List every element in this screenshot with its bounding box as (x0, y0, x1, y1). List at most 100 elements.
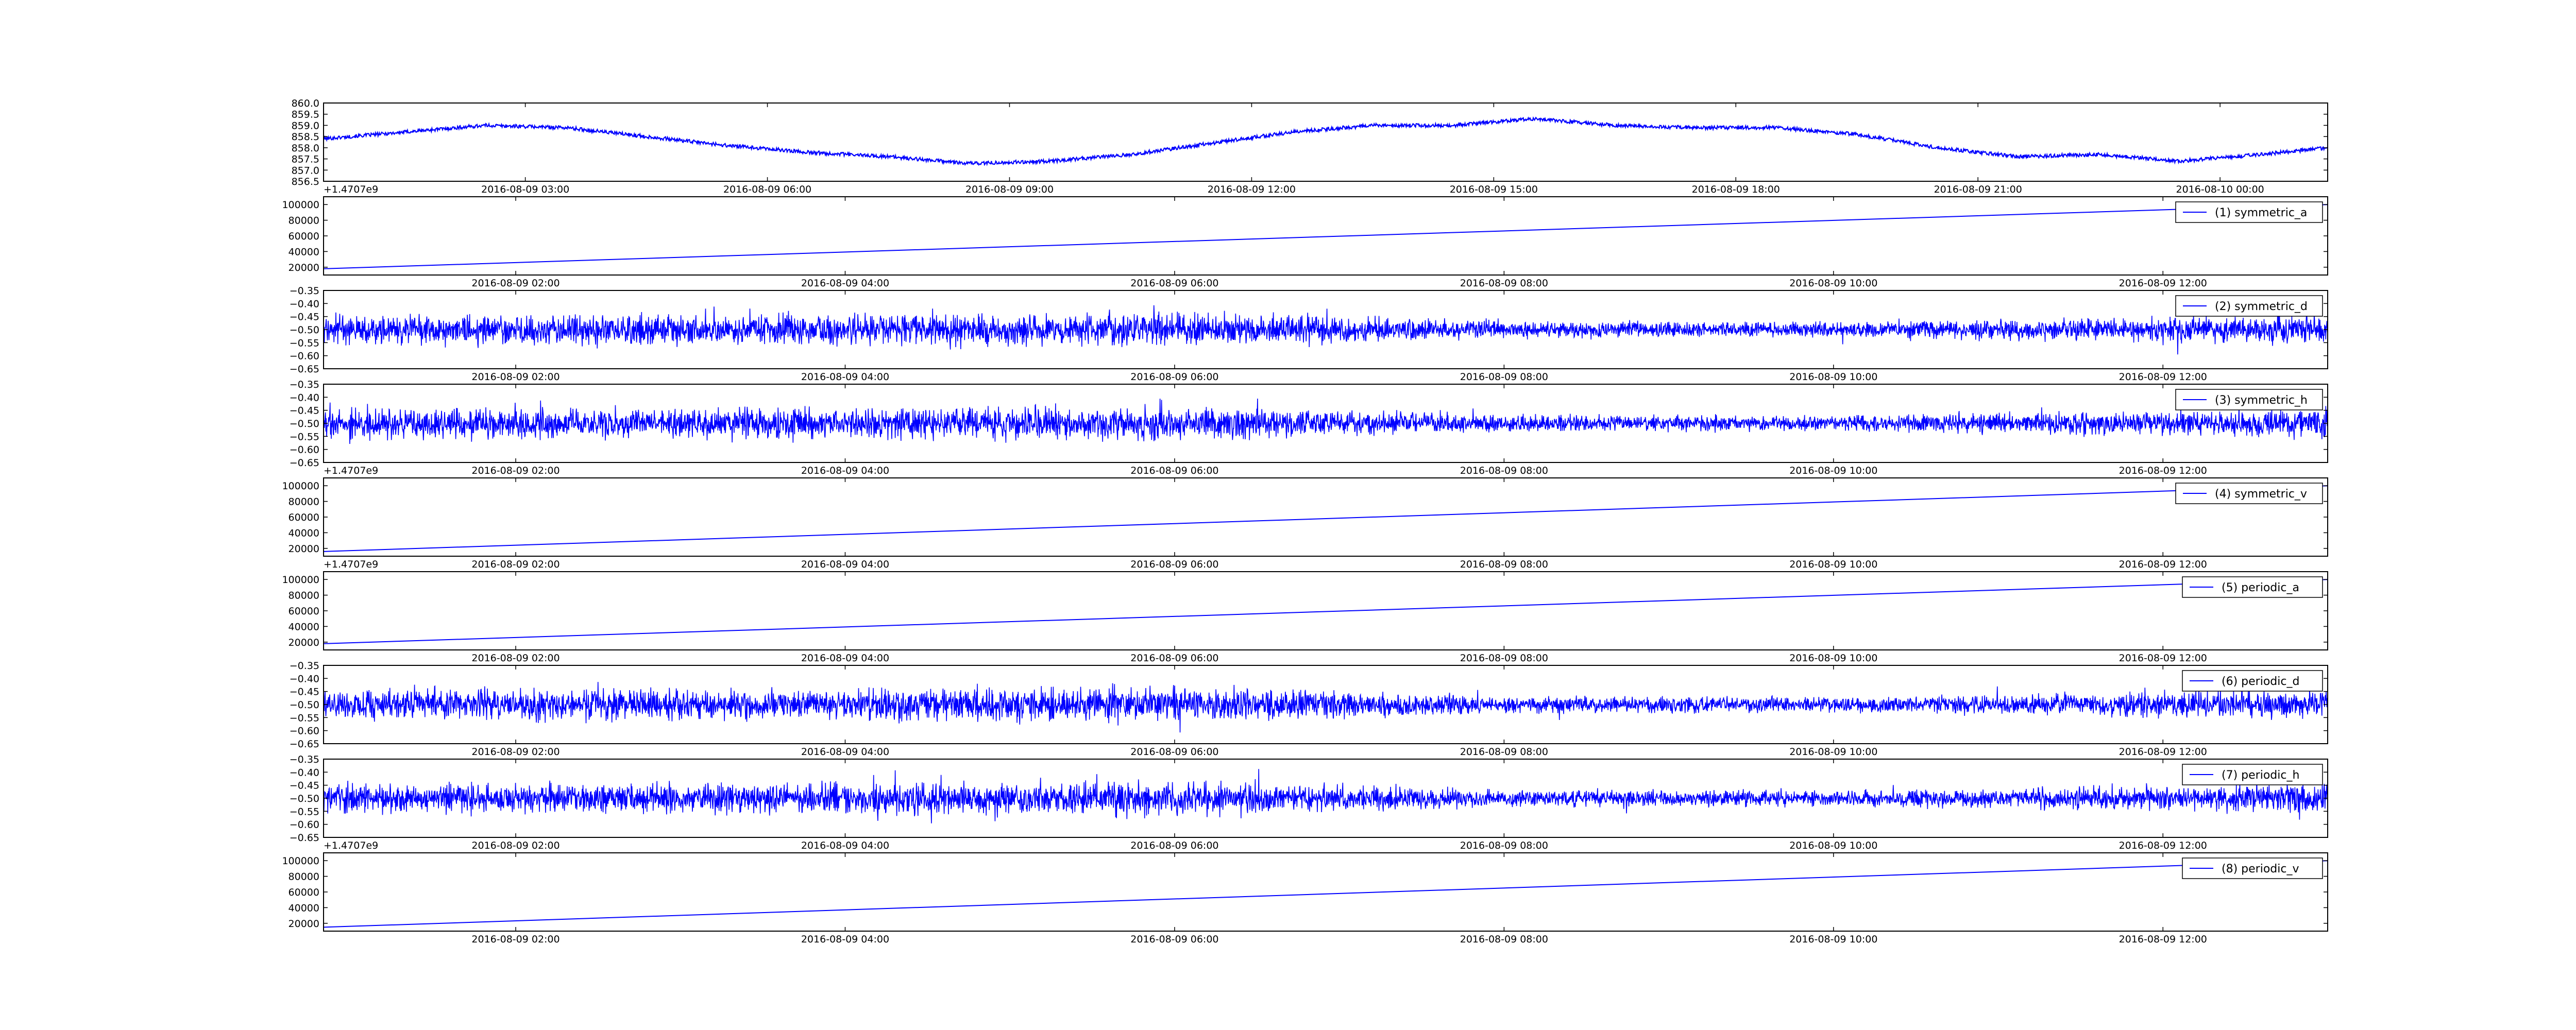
subplot-4: −0.35 −0.40 −0.45−0.50−0.55 −0.60−0.65 2016-… (290, 379, 2328, 476)
x-tick-label: 2016-08-09 12:00 (2119, 934, 2207, 945)
series-line (323, 204, 2328, 269)
y-tick-label: −0.55 (290, 337, 319, 349)
x-tick-label: 2016-08-09 09:00 (965, 184, 1054, 195)
series-line (323, 116, 2328, 166)
x-tick-label: 2016-08-09 12:00 (2119, 278, 2207, 289)
y-tick-label: −0.55 (290, 806, 319, 817)
y-tick-label: 80000 (289, 590, 319, 602)
x-tick-label: 2016-08-09 08:00 (1460, 559, 1548, 570)
y-tick-label: −0.50 (290, 793, 319, 804)
subplot-3: −0.35−0.40 −0.45−0.50−0.55 −0.60 −0.65 2016-… (290, 285, 2328, 383)
x-tick-label: 2016-08-09 06:00 (723, 184, 811, 195)
y-tick-label: −0.40 (290, 673, 319, 684)
x-tick-label: 2016-08-09 12:00 (2119, 465, 2207, 476)
series-line (323, 860, 2328, 928)
y-tick-label: 60000 (289, 606, 319, 617)
x-tick-label: 2016-08-09 04:00 (801, 653, 889, 664)
x-tick-label: 2016-08-09 06:00 (1130, 653, 1218, 664)
y-tick-label: 100000 (282, 574, 319, 586)
y-tick-label: −0.50 (290, 324, 319, 336)
subplot-7: −0.35−0.40 −0.45−0.50−0.55 −0.60 −0.65 2016-… (290, 660, 2328, 758)
legend: (3) symmetric_h (2175, 389, 2323, 410)
legend: (4) symmetric_v (2175, 483, 2323, 504)
x-tick-label: 2016-08-09 15:00 (1450, 184, 1538, 195)
y-tick-label: −0.40 (290, 767, 319, 778)
y-tick-label: −0.60 (290, 351, 319, 362)
x-tick-label: 2016-08-09 06:00 (1130, 746, 1218, 758)
x-tick-label: 2016-08-09 04:00 (801, 465, 889, 476)
x-tick-label: 2016-08-10 00:00 (2176, 184, 2264, 195)
y-tick-label: 80000 (289, 496, 319, 508)
legend-label: (4) symmetric_v (2215, 488, 2307, 501)
y-tick-label: 60000 (289, 231, 319, 242)
x-tick-label: 2016-08-09 12:00 (1208, 184, 1296, 195)
x-tick-label: 2016-08-09 02:00 (471, 934, 560, 945)
y-tick-label: −0.45 (290, 405, 319, 417)
series-line (323, 485, 2328, 552)
axes-frame (323, 102, 2328, 182)
x-tick-label: 2016-08-09 18:00 (1692, 184, 1780, 195)
legend-label: (5) periodic_a (2222, 581, 2299, 594)
x-tick-label: 2016-08-09 10:00 (1789, 559, 1877, 570)
series-line (323, 398, 2328, 444)
y-tick-label: −0.45 (290, 780, 319, 792)
subplot-2: 100000 80000 60000 40000 20000 2016-08-09 02:… (282, 196, 2328, 289)
x-tick-label: 2016-08-09 06:00 (1130, 371, 1218, 383)
legend-label: (6) periodic_d (2222, 675, 2299, 688)
x-tick-label: 2016-08-09 08:00 (1460, 278, 1548, 289)
y-tick-label: 80000 (289, 215, 319, 227)
y-tick-label: 20000 (289, 637, 319, 648)
y-tick-label: 100000 (282, 199, 319, 211)
plot-area (324, 103, 2328, 181)
series-line (323, 682, 2328, 733)
x-tick-label: 2016-08-09 06:00 (1130, 559, 1218, 570)
legend: (8) periodic_v (2182, 857, 2323, 879)
plot-area (324, 478, 2328, 556)
y-tick-label: 40000 (289, 621, 319, 632)
y-tick-label: 857.5 (292, 154, 319, 165)
x-tick-label: 2016-08-09 02:00 (471, 278, 560, 289)
y-tick-label: 856.5 (292, 176, 319, 187)
x-tick-label: 2016-08-09 02:00 (471, 559, 560, 570)
y-tick-label: 859.5 (292, 109, 319, 121)
x-tick-label: 2016-08-09 06:00 (1130, 934, 1218, 945)
y-tick-label: −0.35 (290, 660, 319, 672)
subplot-9: 100000 80000 60000 40000 20000 2016-08-09 02:… (282, 852, 2328, 945)
x-tick-label: 2016-08-09 06:00 (1130, 465, 1218, 476)
x-offset-text: +1.4707e9 (324, 465, 378, 476)
series-line (323, 579, 2328, 644)
y-tick-label: −0.35 (290, 754, 319, 765)
y-tick-label: 80000 (289, 871, 319, 883)
x-tick-label: 2016-08-09 04:00 (801, 840, 889, 851)
y-tick-label: −0.55 (290, 712, 319, 724)
legend-label: (1) symmetric_a (2215, 207, 2307, 219)
legend-label: (7) periodic_h (2222, 769, 2299, 782)
x-tick-label: 2016-08-09 02:00 (471, 653, 560, 664)
x-tick-label: 2016-08-09 08:00 (1460, 653, 1548, 664)
x-tick-label: 2016-08-09 08:00 (1460, 840, 1548, 851)
y-tick-label: 60000 (289, 887, 319, 898)
x-tick-label: 2016-08-09 04:00 (801, 278, 889, 289)
x-tick-label: 2016-08-09 10:00 (1789, 371, 1877, 383)
plot-area (324, 572, 2328, 650)
subplot-8: −0.35 −0.40 −0.45−0.50 −0.55 −0.60−0.65 2016-… (290, 754, 2328, 851)
series-line (323, 769, 2328, 823)
x-tick-label: 2016-08-09 06:00 (1130, 278, 1218, 289)
y-tick-label: 100000 (282, 855, 319, 867)
x-tick-label: 2016-08-09 10:00 (1789, 653, 1877, 664)
y-tick-label: −0.60 (290, 726, 319, 737)
series-line (323, 305, 2328, 355)
y-tick-label: −0.45 (290, 686, 319, 698)
x-tick-label: 2016-08-09 02:00 (471, 746, 560, 758)
x-tick-label: 2016-08-09 10:00 (1789, 465, 1877, 476)
y-tick-label: −0.35 (290, 285, 319, 297)
y-tick-label: −0.60 (290, 819, 319, 831)
y-tick-label: −0.65 (290, 739, 319, 750)
x-tick-label: 2016-08-09 08:00 (1460, 934, 1548, 945)
x-tick-label: 2016-08-09 08:00 (1460, 465, 1548, 476)
x-offset-text: +1.4707e9 (324, 184, 378, 195)
x-tick-label: 2016-08-09 02:00 (471, 465, 560, 476)
y-tick-label: 20000 (289, 918, 319, 930)
y-tick-label: 60000 (289, 512, 319, 523)
legend: (7) periodic_h (2182, 764, 2323, 785)
